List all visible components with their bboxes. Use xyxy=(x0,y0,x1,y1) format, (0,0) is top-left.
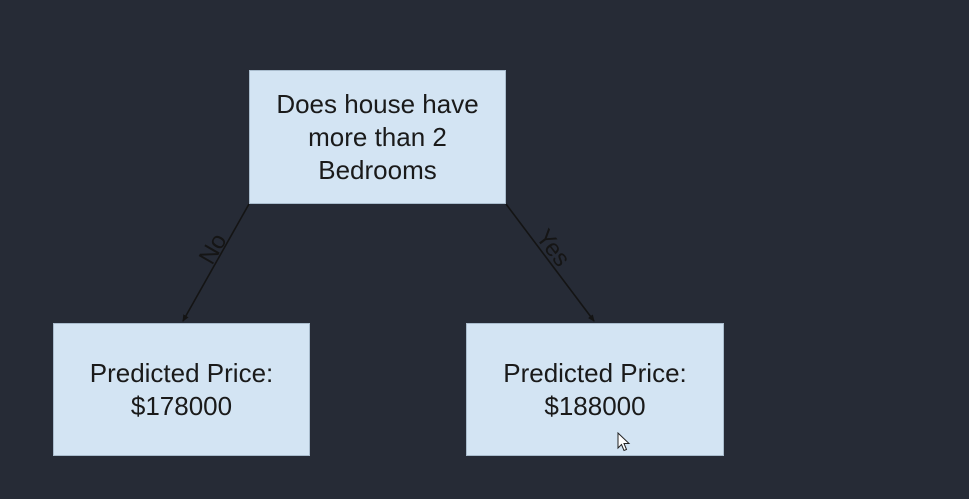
leaf-yes-text: Predicted Price: $188000 xyxy=(503,357,687,421)
edge-yes xyxy=(505,203,595,322)
leaf-node-no: Predicted Price: $178000 xyxy=(53,323,310,456)
edge-label-yes: Yes xyxy=(530,224,575,272)
leaf-node-yes: Predicted Price: $188000 xyxy=(466,323,724,456)
edge-no xyxy=(182,203,250,322)
root-question-text: Does house have more than 2 Bedrooms xyxy=(276,88,479,185)
edge-label-no: No xyxy=(194,229,233,269)
leaf-no-text: Predicted Price: $178000 xyxy=(89,357,274,421)
root-question-node: Does house have more than 2 Bedrooms xyxy=(249,70,506,204)
mouse-pointer-icon xyxy=(617,432,631,452)
